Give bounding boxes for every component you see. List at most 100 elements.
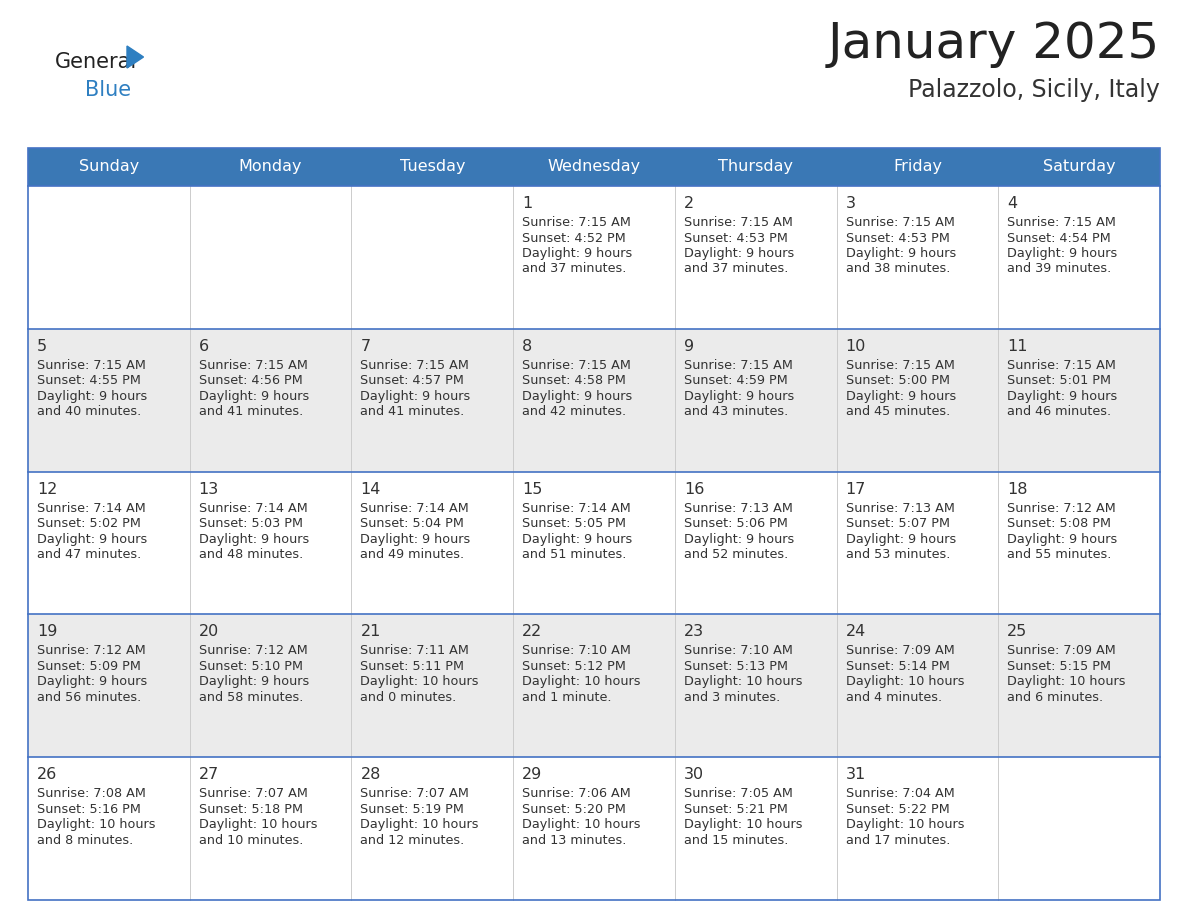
Text: Sunrise: 7:12 AM: Sunrise: 7:12 AM	[198, 644, 308, 657]
Text: and 51 minutes.: and 51 minutes.	[523, 548, 626, 561]
Text: Daylight: 9 hours: Daylight: 9 hours	[684, 532, 794, 545]
Text: and 17 minutes.: and 17 minutes.	[846, 834, 950, 846]
Text: and 38 minutes.: and 38 minutes.	[846, 263, 950, 275]
Text: Sunrise: 7:14 AM: Sunrise: 7:14 AM	[360, 501, 469, 515]
Text: Daylight: 10 hours: Daylight: 10 hours	[684, 676, 802, 688]
Bar	[29, 148, 1159, 186]
Text: Sunrise: 7:14 AM: Sunrise: 7:14 AM	[198, 501, 308, 515]
Text: Sunset: 5:03 PM: Sunset: 5:03 PM	[198, 517, 303, 530]
Text: 21: 21	[360, 624, 381, 640]
Text: and 46 minutes.: and 46 minutes.	[1007, 406, 1112, 419]
Text: Sunset: 4:52 PM: Sunset: 4:52 PM	[523, 231, 626, 244]
Text: 20: 20	[198, 624, 219, 640]
Text: Sunrise: 7:10 AM: Sunrise: 7:10 AM	[684, 644, 792, 657]
Text: Daylight: 9 hours: Daylight: 9 hours	[360, 532, 470, 545]
Text: 5: 5	[37, 339, 48, 353]
Text: Daylight: 9 hours: Daylight: 9 hours	[684, 247, 794, 260]
Text: Sunrise: 7:15 AM: Sunrise: 7:15 AM	[360, 359, 469, 372]
Text: Sunrise: 7:14 AM: Sunrise: 7:14 AM	[37, 501, 146, 515]
Text: and 12 minutes.: and 12 minutes.	[360, 834, 465, 846]
Bar	[352, 186, 513, 329]
Text: Sunrise: 7:15 AM: Sunrise: 7:15 AM	[684, 216, 792, 229]
Text: Sunrise: 7:15 AM: Sunrise: 7:15 AM	[523, 216, 631, 229]
Text: 31: 31	[846, 767, 866, 782]
Text: 11: 11	[1007, 339, 1028, 353]
Bar	[998, 329, 1159, 472]
Text: Sunset: 5:02 PM: Sunset: 5:02 PM	[37, 517, 141, 530]
Text: Sunrise: 7:09 AM: Sunrise: 7:09 AM	[1007, 644, 1116, 657]
Text: and 43 minutes.: and 43 minutes.	[684, 406, 788, 419]
Text: and 6 minutes.: and 6 minutes.	[1007, 691, 1104, 704]
Text: 15: 15	[523, 482, 543, 497]
Text: Daylight: 9 hours: Daylight: 9 hours	[523, 390, 632, 403]
Text: Daylight: 10 hours: Daylight: 10 hours	[684, 818, 802, 831]
Text: 19: 19	[37, 624, 57, 640]
Text: Sunrise: 7:14 AM: Sunrise: 7:14 AM	[523, 501, 631, 515]
Text: Sunrise: 7:15 AM: Sunrise: 7:15 AM	[846, 216, 954, 229]
Text: Sunrise: 7:15 AM: Sunrise: 7:15 AM	[198, 359, 308, 372]
Bar	[29, 757, 190, 900]
Text: Sunset: 4:59 PM: Sunset: 4:59 PM	[684, 375, 788, 387]
Text: Sunrise: 7:11 AM: Sunrise: 7:11 AM	[360, 644, 469, 657]
Bar	[998, 472, 1159, 614]
Text: Daylight: 9 hours: Daylight: 9 hours	[846, 247, 956, 260]
Text: Friday: Friday	[893, 160, 942, 174]
Text: and 37 minutes.: and 37 minutes.	[684, 263, 788, 275]
Text: Sunrise: 7:08 AM: Sunrise: 7:08 AM	[37, 788, 146, 800]
Text: Monday: Monday	[239, 160, 302, 174]
Bar	[836, 186, 998, 329]
Text: Sunset: 5:07 PM: Sunset: 5:07 PM	[846, 517, 949, 530]
Bar	[513, 614, 675, 757]
Text: 25: 25	[1007, 624, 1028, 640]
Text: 26: 26	[37, 767, 57, 782]
Text: and 37 minutes.: and 37 minutes.	[523, 263, 626, 275]
Text: Sunset: 5:08 PM: Sunset: 5:08 PM	[1007, 517, 1111, 530]
Text: and 55 minutes.: and 55 minutes.	[1007, 548, 1112, 561]
Text: 23: 23	[684, 624, 704, 640]
Text: Daylight: 9 hours: Daylight: 9 hours	[360, 390, 470, 403]
Text: Saturday: Saturday	[1043, 160, 1116, 174]
Text: and 13 minutes.: and 13 minutes.	[523, 834, 626, 846]
Text: 18: 18	[1007, 482, 1028, 497]
Text: Sunset: 5:06 PM: Sunset: 5:06 PM	[684, 517, 788, 530]
Text: 27: 27	[198, 767, 219, 782]
Text: 6: 6	[198, 339, 209, 353]
Bar	[998, 614, 1159, 757]
Text: Wednesday: Wednesday	[548, 160, 640, 174]
Text: Sunset: 5:19 PM: Sunset: 5:19 PM	[360, 802, 465, 816]
Text: and 4 minutes.: and 4 minutes.	[846, 691, 942, 704]
Text: Daylight: 10 hours: Daylight: 10 hours	[846, 676, 965, 688]
Text: Daylight: 10 hours: Daylight: 10 hours	[523, 676, 640, 688]
Text: Daylight: 10 hours: Daylight: 10 hours	[1007, 676, 1126, 688]
Text: 10: 10	[846, 339, 866, 353]
Bar	[998, 757, 1159, 900]
Bar	[513, 186, 675, 329]
Bar	[190, 614, 352, 757]
Text: Sunrise: 7:12 AM: Sunrise: 7:12 AM	[1007, 501, 1116, 515]
Text: Sunset: 4:53 PM: Sunset: 4:53 PM	[684, 231, 788, 244]
Text: Sunset: 5:11 PM: Sunset: 5:11 PM	[360, 660, 465, 673]
Text: 30: 30	[684, 767, 704, 782]
Text: Sunset: 5:00 PM: Sunset: 5:00 PM	[846, 375, 949, 387]
Text: Daylight: 9 hours: Daylight: 9 hours	[684, 390, 794, 403]
Text: and 15 minutes.: and 15 minutes.	[684, 834, 788, 846]
Text: and 47 minutes.: and 47 minutes.	[37, 548, 141, 561]
Text: Sunset: 5:05 PM: Sunset: 5:05 PM	[523, 517, 626, 530]
Text: Daylight: 9 hours: Daylight: 9 hours	[1007, 247, 1118, 260]
Text: 13: 13	[198, 482, 219, 497]
Text: Sunset: 5:10 PM: Sunset: 5:10 PM	[198, 660, 303, 673]
Text: 24: 24	[846, 624, 866, 640]
Text: 3: 3	[846, 196, 855, 211]
Text: and 49 minutes.: and 49 minutes.	[360, 548, 465, 561]
Text: and 10 minutes.: and 10 minutes.	[198, 834, 303, 846]
Bar	[836, 329, 998, 472]
Text: Daylight: 10 hours: Daylight: 10 hours	[360, 818, 479, 831]
Text: Sunrise: 7:13 AM: Sunrise: 7:13 AM	[684, 501, 792, 515]
Text: Daylight: 10 hours: Daylight: 10 hours	[37, 818, 156, 831]
Text: Sunset: 5:09 PM: Sunset: 5:09 PM	[37, 660, 141, 673]
Text: Sunrise: 7:13 AM: Sunrise: 7:13 AM	[846, 501, 954, 515]
Bar	[352, 614, 513, 757]
Text: Sunset: 5:14 PM: Sunset: 5:14 PM	[846, 660, 949, 673]
Text: Sunrise: 7:09 AM: Sunrise: 7:09 AM	[846, 644, 954, 657]
Bar	[836, 614, 998, 757]
